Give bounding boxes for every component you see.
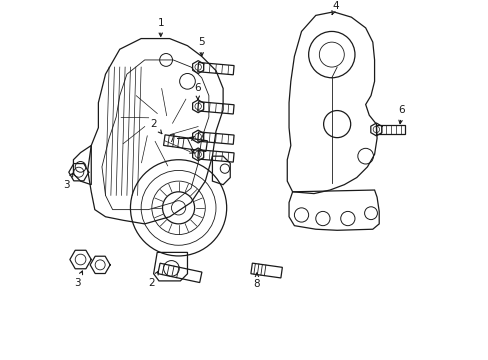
Text: 4: 4: [331, 1, 338, 14]
Text: 1: 1: [157, 18, 164, 36]
Text: 3: 3: [63, 173, 73, 190]
Text: 2: 2: [150, 119, 162, 134]
Text: 5: 5: [198, 37, 204, 56]
Text: 7: 7: [168, 134, 174, 144]
Text: 2: 2: [148, 271, 158, 288]
Text: 6: 6: [194, 84, 201, 100]
Text: 6: 6: [398, 105, 405, 124]
Text: 3: 3: [74, 271, 82, 288]
Text: 8: 8: [253, 273, 260, 289]
